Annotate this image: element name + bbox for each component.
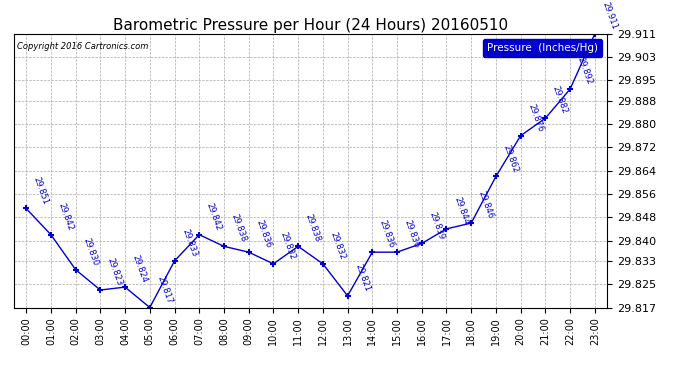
Text: 29.839: 29.839 bbox=[427, 210, 446, 241]
Text: 29.838: 29.838 bbox=[304, 213, 322, 244]
Text: Copyright 2016 Cartronics.com: Copyright 2016 Cartronics.com bbox=[17, 42, 148, 51]
Pressure  (Inches/Hg) bbox=[96, 288, 104, 292]
Pressure  (Inches/Hg) bbox=[121, 285, 129, 290]
Pressure  (Inches/Hg) bbox=[368, 250, 377, 254]
Pressure  (Inches/Hg) bbox=[517, 134, 525, 138]
Text: 29.842: 29.842 bbox=[205, 202, 223, 232]
Pressure  (Inches/Hg) bbox=[417, 241, 426, 246]
Pressure  (Inches/Hg) bbox=[541, 116, 549, 120]
Pressure  (Inches/Hg) bbox=[146, 305, 154, 310]
Text: 29.832: 29.832 bbox=[328, 231, 347, 261]
Pressure  (Inches/Hg) bbox=[72, 267, 80, 272]
Pressure  (Inches/Hg) bbox=[244, 250, 253, 254]
Text: 29.892: 29.892 bbox=[575, 56, 594, 86]
Text: 29.862: 29.862 bbox=[502, 143, 520, 174]
Text: 29.836: 29.836 bbox=[402, 219, 421, 249]
Pressure  (Inches/Hg) bbox=[47, 232, 55, 237]
Text: 29.836: 29.836 bbox=[254, 219, 273, 249]
Text: 29.846: 29.846 bbox=[477, 190, 495, 220]
Pressure  (Inches/Hg) bbox=[393, 250, 401, 254]
Pressure  (Inches/Hg) bbox=[294, 244, 302, 249]
Text: 29.838: 29.838 bbox=[230, 213, 248, 244]
Text: 29.851: 29.851 bbox=[32, 176, 50, 206]
Pressure  (Inches/Hg) bbox=[269, 262, 277, 266]
Legend: Pressure  (Inches/Hg): Pressure (Inches/Hg) bbox=[483, 39, 602, 57]
Text: 29.911: 29.911 bbox=[600, 1, 619, 31]
Text: 29.844: 29.844 bbox=[452, 196, 471, 226]
Pressure  (Inches/Hg) bbox=[344, 294, 352, 298]
Pressure  (Inches/Hg) bbox=[170, 259, 179, 263]
Title: Barometric Pressure per Hour (24 Hours) 20160510: Barometric Pressure per Hour (24 Hours) … bbox=[113, 18, 508, 33]
Pressure  (Inches/Hg) bbox=[220, 244, 228, 249]
Text: 29.817: 29.817 bbox=[155, 274, 174, 305]
Text: 29.882: 29.882 bbox=[551, 85, 569, 116]
Pressure  (Inches/Hg) bbox=[467, 221, 475, 225]
Text: 29.833: 29.833 bbox=[180, 228, 199, 258]
Text: 29.821: 29.821 bbox=[353, 263, 371, 293]
Text: 29.824: 29.824 bbox=[130, 254, 149, 284]
Text: 29.830: 29.830 bbox=[81, 236, 99, 267]
Pressure  (Inches/Hg) bbox=[195, 232, 204, 237]
Text: 29.842: 29.842 bbox=[57, 202, 75, 232]
Text: 29.823: 29.823 bbox=[106, 257, 124, 287]
Pressure  (Inches/Hg) bbox=[22, 206, 30, 211]
Text: 29.832: 29.832 bbox=[279, 231, 297, 261]
Pressure  (Inches/Hg) bbox=[442, 226, 451, 231]
Line: Pressure  (Inches/Hg): Pressure (Inches/Hg) bbox=[23, 30, 598, 311]
Text: 29.836: 29.836 bbox=[378, 219, 396, 249]
Pressure  (Inches/Hg) bbox=[492, 174, 500, 179]
Text: 29.876: 29.876 bbox=[526, 102, 544, 133]
Pressure  (Inches/Hg) bbox=[591, 32, 599, 36]
Pressure  (Inches/Hg) bbox=[319, 262, 327, 266]
Pressure  (Inches/Hg) bbox=[566, 87, 574, 92]
